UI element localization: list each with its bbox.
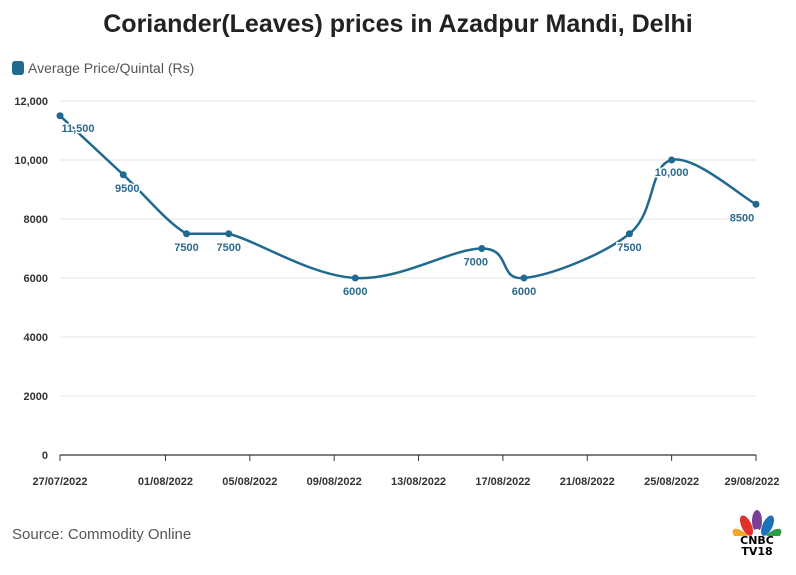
data-point[interactable]	[56, 112, 64, 120]
cnbc-tv18-logo: CNBC TV18	[728, 506, 786, 558]
y-tick-label: 6000	[24, 273, 48, 285]
y-axis: 0 2000 4000 6000 8000 10,000 12,000	[14, 96, 48, 462]
data-label: 7500	[216, 242, 240, 254]
data-label: 7500	[617, 242, 641, 254]
line-chart: 0 2000 4000 6000 8000 10,000 12,000 27/07/2022…	[14, 96, 780, 488]
gridlines	[60, 100, 756, 397]
data-label: 10,000	[655, 167, 689, 179]
logo-text-tv18: TV18	[741, 545, 773, 558]
data-label: 6000	[512, 286, 536, 298]
legend-label: Average Price/Quintal (Rs)	[28, 60, 195, 76]
data-point[interactable]	[625, 230, 633, 238]
data-label: 7500	[174, 242, 198, 254]
y-tick-label: 8000	[24, 214, 48, 226]
y-tick-label: 10,000	[14, 155, 48, 167]
data-point[interactable]	[119, 171, 127, 179]
x-axis: 27/07/2022 01/08/2022 05/08/2022 09/08/2022…	[32, 454, 780, 488]
data-point[interactable]	[183, 230, 191, 238]
data-point[interactable]	[225, 230, 233, 238]
chart-title: Coriander(Leaves) prices in Azadpur Mand…	[103, 10, 693, 38]
data-points	[56, 112, 760, 282]
data-point[interactable]	[351, 274, 359, 282]
data-point[interactable]	[478, 245, 486, 252]
data-labels: 11,500 9500 7500 7500 6000 7000 6000 7500 10,000…	[60, 121, 756, 299]
peacock-icon	[732, 510, 782, 545]
legend[interactable]: Average Price/Quintal (Rs)	[12, 60, 194, 76]
series-line[interactable]	[59, 114, 757, 280]
x-tick-label: 05/08/2022	[222, 476, 277, 488]
x-tick-label: 01/08/2022	[138, 476, 193, 488]
data-label: 7000	[464, 257, 488, 269]
logo-text-cnbc: CNBC	[740, 534, 774, 547]
data-label: 6000	[343, 286, 367, 298]
x-tick-label: 29/08/2022	[724, 476, 779, 488]
legend-swatch	[12, 61, 24, 75]
x-tick-label: 09/08/2022	[307, 476, 362, 488]
x-tick-label: 13/08/2022	[391, 476, 446, 488]
data-label: 11,500	[61, 123, 94, 135]
x-tick-label: 17/08/2022	[475, 476, 530, 488]
x-tick-label: 21/08/2022	[560, 476, 615, 488]
data-point[interactable]	[752, 200, 760, 208]
y-tick-label: 12,000	[14, 96, 48, 108]
data-point[interactable]	[668, 156, 676, 164]
y-tick-label: 2000	[24, 391, 48, 403]
x-tick-label: 27/07/2022	[32, 476, 87, 488]
y-tick-label: 0	[42, 450, 48, 462]
data-label: 9500	[115, 183, 139, 195]
data-label: 8500	[730, 212, 754, 224]
x-tick-label: 25/08/2022	[644, 476, 699, 488]
y-tick-label: 4000	[24, 332, 48, 344]
source-note: Source: Commodity Online	[12, 526, 192, 543]
data-point[interactable]	[520, 274, 528, 282]
